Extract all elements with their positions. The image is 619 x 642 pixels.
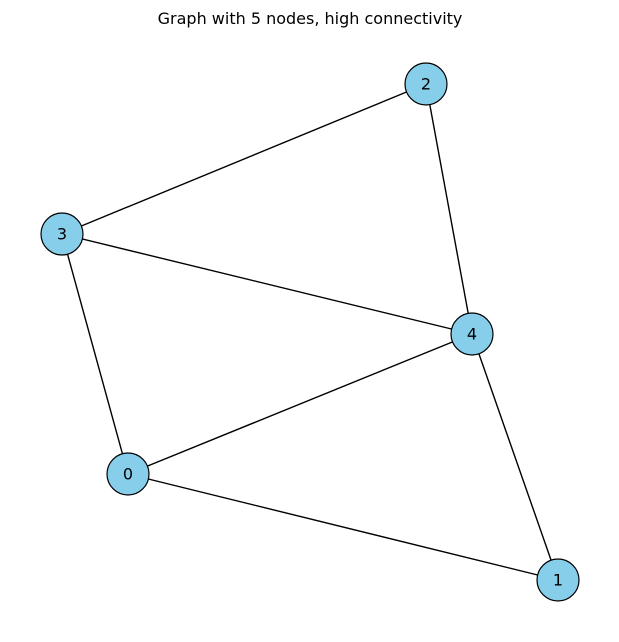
node-circle xyxy=(450,312,494,356)
node-circle xyxy=(106,452,150,496)
node-circle xyxy=(536,558,580,602)
edge-2-3 xyxy=(61,83,427,235)
graph-title: Graph with 5 nodes, high connectivity xyxy=(158,9,463,28)
node-label: 3 xyxy=(57,225,67,244)
edge-3-4 xyxy=(61,233,473,335)
node-3: 3 xyxy=(40,212,84,256)
node-1: 1 xyxy=(536,558,580,602)
edge-1-4 xyxy=(471,333,559,581)
node-2: 2 xyxy=(404,62,448,106)
node-label: 2 xyxy=(421,75,431,94)
node-4: 4 xyxy=(450,312,494,356)
node-label: 1 xyxy=(553,571,563,590)
nodes-layer: 0 1 2 3 4 xyxy=(40,62,580,602)
node-circle xyxy=(404,62,448,106)
node-circle xyxy=(40,212,84,256)
edges-layer xyxy=(61,83,559,581)
edge-2-4 xyxy=(425,83,473,335)
edge-0-1 xyxy=(127,473,559,581)
edge-0-3 xyxy=(61,233,129,475)
node-0: 0 xyxy=(106,452,150,496)
node-label: 0 xyxy=(123,465,133,484)
node-label: 4 xyxy=(467,325,477,344)
edge-0-4 xyxy=(127,333,473,475)
